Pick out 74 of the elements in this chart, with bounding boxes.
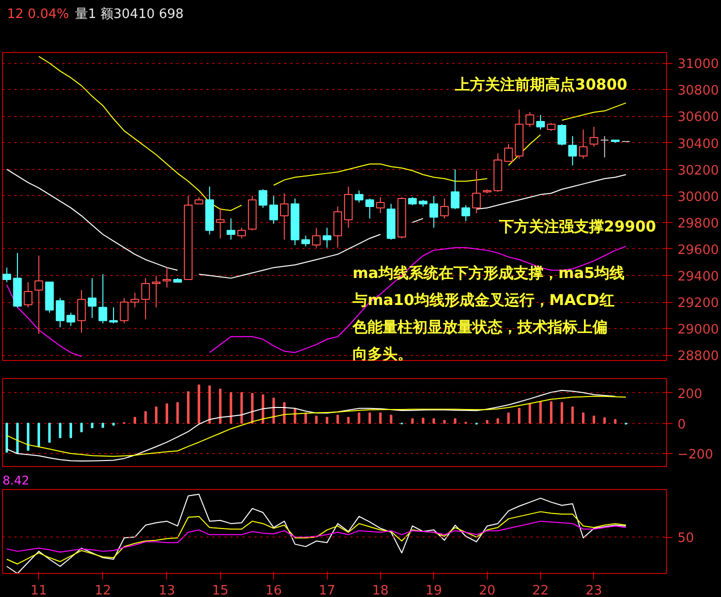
- candlestick: [216, 207, 225, 239]
- annotation: 上方关注前期高点30800: [454, 76, 628, 94]
- candlestick: [130, 292, 140, 308]
- x-tick-label: 20: [478, 584, 496, 597]
- x-tick-label: 13: [158, 584, 176, 597]
- candlestick: [56, 298, 64, 328]
- candlestick: [109, 306, 118, 324]
- y-tick-label: 30800: [678, 84, 719, 99]
- x-tick-label: 15: [212, 584, 229, 597]
- candlestick: [536, 114, 545, 130]
- candlestick: [365, 198, 374, 219]
- candlestick: [120, 298, 129, 324]
- line-series: [6, 396, 626, 457]
- candlestick: [152, 275, 161, 308]
- candlestick: [237, 227, 246, 239]
- candlestick: [440, 198, 449, 219]
- candlestick: [77, 290, 86, 334]
- y-tick-label: 0: [678, 417, 686, 432]
- candlestick: [312, 227, 321, 248]
- candlestick: [2, 267, 12, 283]
- candlestick: [354, 190, 364, 204]
- x-tick-label: 22: [532, 584, 549, 597]
- line-series: [6, 390, 616, 462]
- candlestick: [88, 278, 97, 319]
- x-tick-label: 12: [94, 584, 112, 597]
- y-tick-label: 31000: [678, 57, 719, 72]
- text: 量1 额30410 698: [74, 7, 184, 22]
- candlestick: [226, 218, 236, 240]
- candlestick: [590, 126, 598, 148]
- candlestick: [568, 136, 577, 166]
- y-tick-label: 30000: [678, 190, 719, 205]
- candlestick: [280, 192, 289, 240]
- candlestick: [450, 168, 460, 210]
- candlestick: [269, 195, 278, 224]
- candlestick: [376, 196, 385, 214]
- candlestick: [162, 267, 172, 288]
- candlestick: [461, 204, 470, 222]
- y-tick-label: 29400: [678, 270, 719, 285]
- y-tick-label: 29600: [678, 242, 719, 258]
- candlestick: [333, 206, 342, 248]
- y-tick-label: 30200: [678, 163, 719, 178]
- candlestick: [141, 278, 150, 320]
- text: 50: [678, 531, 694, 546]
- candlestick: [472, 170, 481, 214]
- text: 12 0.04%: [7, 7, 69, 22]
- y-tick-label: −200: [678, 448, 714, 463]
- x-tick-label: 11: [30, 584, 48, 597]
- candlestick: [24, 282, 32, 308]
- y-tick-label: 30400: [678, 136, 719, 152]
- candlestick: [301, 235, 310, 247]
- y-tick-label: 30600: [678, 110, 719, 126]
- candlestick: [600, 136, 609, 158]
- candlestick: [504, 144, 513, 162]
- candlestick: [66, 312, 76, 326]
- x-tick-label: 19: [426, 584, 442, 597]
- candlestick: [526, 112, 534, 128]
- x-tick-label: 16: [265, 584, 282, 597]
- annotation: 下方关注强支撑29900: [498, 217, 656, 236]
- candlestick: [578, 129, 588, 160]
- candlestick: [258, 188, 268, 208]
- x-tick-label: 18: [372, 584, 389, 597]
- y-tick-label: 29200: [678, 296, 719, 312]
- x-tick-label: 17: [318, 584, 336, 597]
- x-tick-label: 23: [586, 584, 602, 597]
- candlestick: [558, 124, 566, 146]
- candlestick: [322, 227, 332, 248]
- text: 8.42: [2, 474, 30, 488]
- y-tick-label: 29000: [678, 322, 719, 338]
- y-tick-label: 28800: [678, 349, 719, 364]
- candlestick: [98, 274, 108, 324]
- y-tick-label: 200: [678, 386, 702, 402]
- candlestick: [34, 255, 44, 334]
- candlestick: [429, 195, 438, 228]
- y-tick-label: 29800: [678, 216, 719, 232]
